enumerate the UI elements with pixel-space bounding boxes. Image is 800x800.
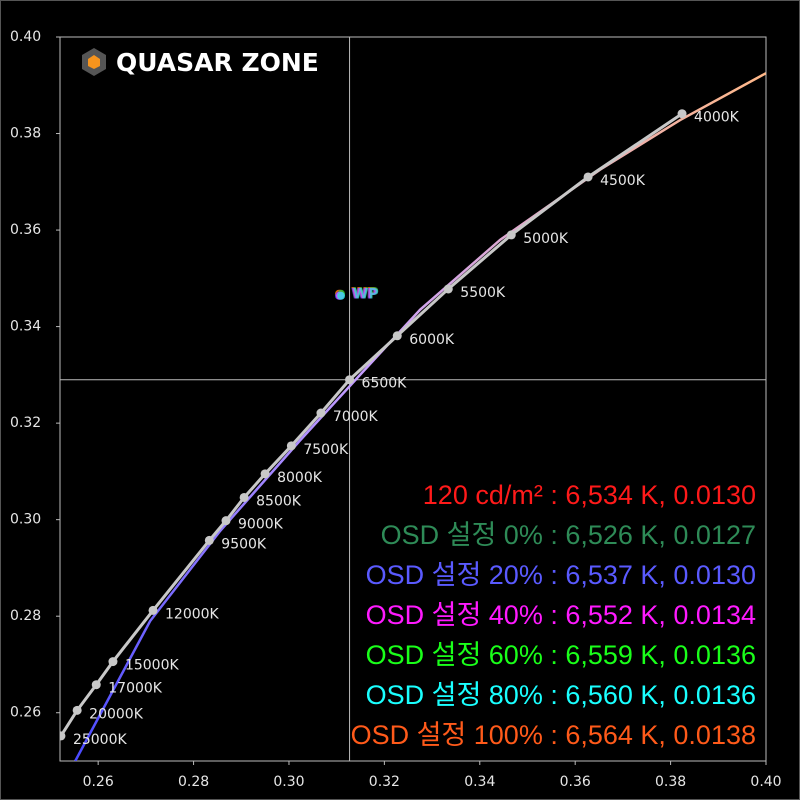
locus-label: 25000K [73,732,128,748]
y-tick-label: 0.34 [10,319,41,335]
locus-point [677,109,687,119]
white-point-label: WP [352,287,378,303]
x-tick-label: 0.26 [83,774,114,790]
x-tick-label: 0.36 [560,774,591,790]
x-tick-label: 0.32 [369,774,400,790]
annotation: OSD 설정 60% : 6,559 K, 0.0136 [366,640,756,670]
locus-point [316,408,326,418]
locus-point [204,535,214,545]
locus-label: 4500K [600,173,646,189]
locus-point [60,731,66,741]
white-point-dot [337,291,346,300]
locus-label: 5000K [523,231,569,247]
locus-label: 17000K [108,681,163,697]
locus-label: 9500K [221,536,267,552]
locus-label: 4000K [694,110,740,126]
annotation: OSD 설정 80% : 6,560 K, 0.0136 [366,680,756,710]
white-point-label: WP [351,286,377,302]
locus-point [221,516,231,526]
logo-text: QUASAR ZONE [116,48,319,77]
locus-point [443,284,453,294]
locus-point [583,172,593,182]
annotation: OSD 설정 20% : 6,537 K, 0.0130 [366,560,756,590]
y-tick-label: 0.32 [10,415,41,431]
y-tick-label: 0.26 [10,705,41,721]
white-point-label: WP [353,287,379,303]
white-point-label: WP [353,286,379,302]
locus-label: 7000K [333,409,379,425]
x-tick-label: 0.34 [464,774,495,790]
locus-point [506,230,516,240]
locus-label: 9000K [238,517,284,533]
y-tick-label: 0.28 [10,608,41,624]
locus-point [286,441,296,451]
white-point-label: WP [351,287,377,303]
y-tick-label: 0.38 [10,126,41,142]
locus-point [392,331,402,341]
x-tick-label: 0.30 [273,774,304,790]
annotation: 120 cd/m² : 6,534 K, 0.0130 [423,480,756,510]
logo: QUASAR ZONE [82,48,319,77]
locus-label: 12000K [165,606,220,622]
y-tick-label: 0.36 [10,222,41,238]
locus-point [91,680,101,690]
plot-area [59,36,767,762]
locus-point [345,375,355,385]
annotation: OSD 설정 0% : 6,526 K, 0.0127 [381,520,756,550]
locus-label: 6000K [409,332,455,348]
x-tick-label: 0.40 [750,774,781,790]
locus-point [72,705,82,715]
locus-label: 20000K [89,706,144,722]
x-tick-label: 0.38 [655,774,686,790]
x-tick-label: 0.28 [178,774,209,790]
locus-point [148,605,158,615]
locus-point [239,492,249,502]
plot [60,37,766,761]
locus-label: 5500K [460,285,506,301]
y-tick-label: 0.30 [10,512,41,528]
annotation: OSD 설정 100% : 6,564 K, 0.0138 [351,720,756,750]
locus-label: 15000K [125,658,180,674]
locus-label: 7500K [303,442,349,458]
locus-label: 8500K [256,493,302,509]
locus-label: 6500K [362,376,408,392]
locus-point [108,657,118,667]
white-point-label: WP [352,286,378,302]
annotation: OSD 설정 40% : 6,552 K, 0.0134 [366,600,756,630]
locus-point [260,469,270,479]
logo-icon-core [88,55,100,69]
y-tick-label: 0.40 [10,29,41,45]
locus-label: 8000K [277,470,323,486]
